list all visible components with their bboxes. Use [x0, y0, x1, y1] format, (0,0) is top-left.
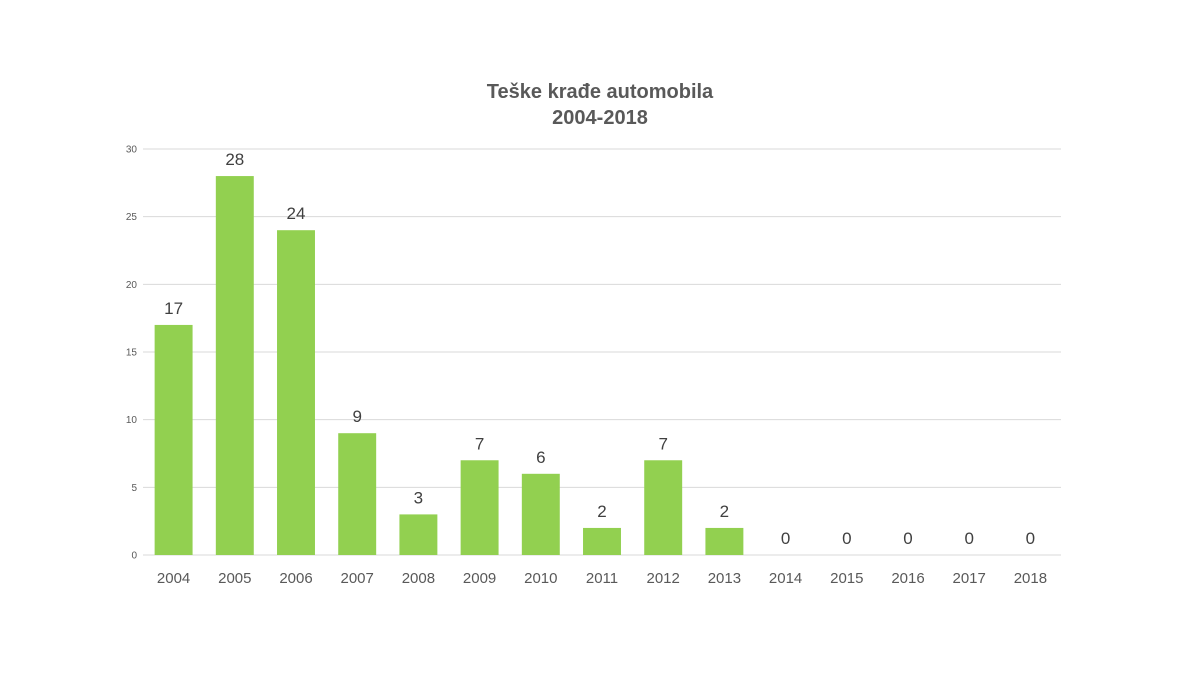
data-label: 7: [475, 434, 484, 453]
data-label: 2: [720, 502, 729, 521]
data-label: 0: [842, 529, 851, 548]
y-tick-label: 30: [126, 145, 138, 156]
data-label: 2: [597, 502, 606, 521]
x-tick-label: 2018: [1014, 570, 1047, 587]
x-tick-label: 2005: [218, 570, 251, 587]
y-tick-label: 5: [131, 483, 137, 494]
bar: [705, 527, 744, 555]
y-tick-label: 25: [126, 212, 138, 223]
x-tick-label: 2013: [708, 570, 741, 587]
bar: [215, 176, 254, 556]
x-tick-label: 2014: [769, 570, 802, 587]
bar: [521, 473, 560, 555]
bar: [583, 527, 621, 555]
data-label: 0: [903, 529, 912, 548]
x-tick-label: 2015: [830, 570, 863, 587]
bar: [338, 433, 377, 555]
y-tick-label: 0: [131, 551, 137, 562]
y-tick-label: 15: [126, 348, 138, 359]
data-label: 28: [225, 150, 244, 169]
data-label: 9: [352, 407, 361, 426]
x-tick-label: 2008: [402, 570, 435, 587]
data-label: 0: [964, 529, 973, 548]
x-tick-label: 2004: [157, 570, 190, 587]
x-tick-label: 2007: [341, 570, 374, 587]
data-label: 6: [536, 448, 545, 467]
data-label: 0: [1026, 529, 1035, 548]
x-tick-label: 2017: [953, 570, 986, 587]
data-label: 0: [781, 529, 790, 548]
bar: [460, 460, 499, 555]
x-tick-label: 2012: [647, 570, 680, 587]
chart-subtitle: 2004-2018: [552, 107, 648, 129]
x-tick-label: 2006: [279, 570, 312, 587]
data-label: 7: [658, 434, 667, 453]
bar: [154, 324, 193, 555]
y-tick-label: 10: [126, 415, 138, 426]
data-label: 3: [414, 488, 423, 507]
data-label: 17: [164, 299, 183, 318]
bar: [277, 230, 315, 555]
x-tick-label: 2016: [891, 570, 924, 587]
x-tick-label: 2009: [463, 570, 496, 587]
y-tick-label: 20: [126, 280, 138, 291]
data-label: 24: [287, 204, 306, 223]
x-tick-label: 2011: [586, 570, 618, 587]
bar: [644, 460, 683, 555]
chart-title: Teške krađe automobila: [486, 81, 714, 103]
bar: [399, 514, 438, 555]
x-tick-label: 2010: [524, 570, 557, 587]
